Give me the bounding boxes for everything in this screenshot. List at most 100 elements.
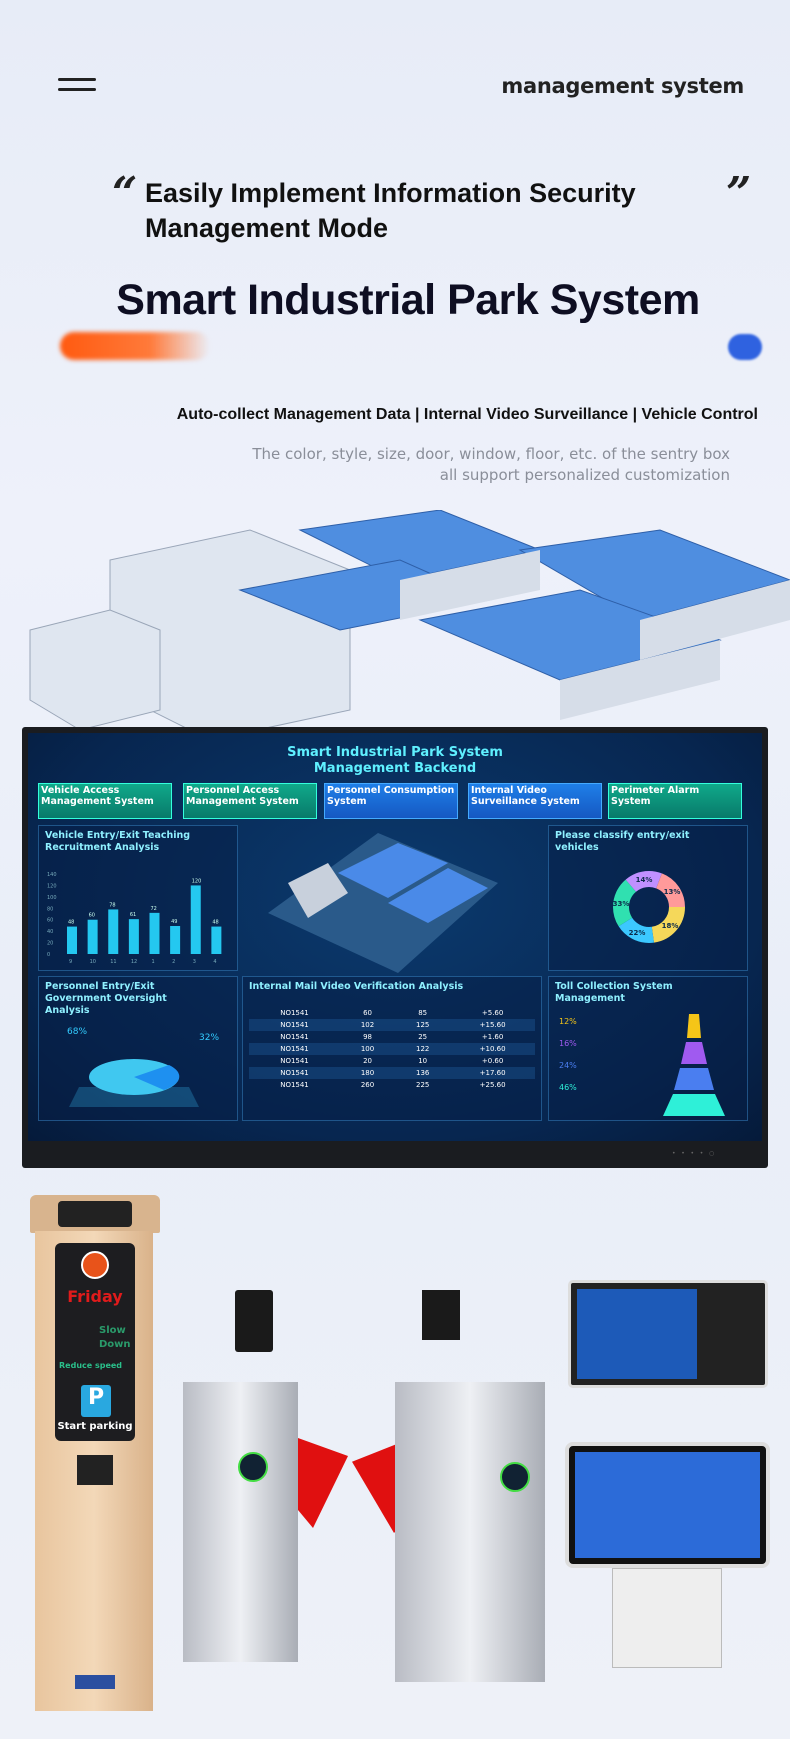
module-personnel-access[interactable]: Personnel Access Management System <box>183 783 317 819</box>
y-tick-label: 40 <box>47 929 53 935</box>
bar <box>149 912 160 954</box>
day-label: Friday <box>67 1287 123 1306</box>
table-cell: NO1541 <box>249 1043 340 1055</box>
toll-level-label: 12% <box>559 1017 577 1026</box>
bar <box>211 926 222 954</box>
table-cell: +25.60 <box>479 1081 506 1089</box>
bar-chart: 0 20 40 60 80 100 120 140 48 9 60 10 78 11 61 12 72 1 49 2 1… <box>47 872 222 965</box>
table-cell: +15.60 <box>450 1019 535 1031</box>
toll-cone-chart <box>663 1014 725 1116</box>
arrow-indicator-icon <box>500 1462 530 1492</box>
monitor-buttons[interactable]: • • • • ○ <box>672 1150 715 1157</box>
toll-level-label: 16% <box>559 1039 577 1048</box>
flap-barrier <box>298 1438 348 1528</box>
classify-panel: Please classify entry/exit vehicles 18% … <box>548 825 748 971</box>
table-cell: 98 <box>363 1033 372 1041</box>
features-line: Auto-collect Management Data | Internal … <box>176 406 758 423</box>
card-slot <box>75 1675 115 1689</box>
module-perimeter-alarm[interactable]: Perimeter Alarm System <box>608 783 742 819</box>
table-cell: 60 <box>363 1009 372 1017</box>
table-row: NO1541 60 85 +5.60 <box>249 1007 535 1019</box>
dashboard-screen: Smart Industrial Park System Management … <box>28 733 762 1141</box>
toll-panel: Toll Collection System Management 12% 16%… <box>548 976 748 1121</box>
table-cell: 100 <box>339 1043 396 1055</box>
donut-label: 14% <box>636 876 653 884</box>
customization-note: The color, style, size, door, window, fl… <box>252 444 730 486</box>
y-tick-label: 80 <box>47 906 53 912</box>
turnstile-left <box>183 1382 298 1662</box>
slow-label: Slow <box>99 1325 126 1336</box>
headline: Easily Implement Information Security Ma… <box>145 176 636 246</box>
module-vehicle-access[interactable]: Vehicle Access Management System <box>38 783 172 819</box>
brand-title: management system <box>501 74 744 98</box>
table-cell: 136 <box>395 1067 451 1079</box>
table-cell: +1.60 <box>481 1033 504 1041</box>
blue-accent <box>728 334 762 360</box>
table-cell: 102 <box>339 1019 396 1031</box>
internal-pct: 68% <box>67 1027 88 1037</box>
toll-level-label: 24% <box>559 1061 577 1070</box>
bar <box>128 919 139 954</box>
donut-segment <box>613 871 685 943</box>
park-3d-model <box>248 823 508 973</box>
bar <box>87 919 98 954</box>
camera-head <box>30 1195 160 1233</box>
kiosk-body: Friday Slow Down Reduce speed P Start pa… <box>35 1231 153 1711</box>
table-cell: 20 <box>363 1057 372 1065</box>
headline-line1: Easily Implement Information Security <box>145 178 636 208</box>
access-control-terminal <box>568 1280 768 1388</box>
panel-title: Please classify entry/exit vehicles <box>555 830 690 853</box>
y-tick-label: 100 <box>47 895 57 901</box>
table-cell: NO1541 <box>280 1009 309 1017</box>
table-row: NO1541 180 136 +17.60 <box>249 1067 535 1079</box>
donut-label: 33% <box>613 900 630 908</box>
donut-segment <box>613 871 685 943</box>
table-cell: 10 <box>418 1057 428 1065</box>
bar <box>170 926 181 954</box>
mail-video-panel: Internal Mail Video Verification Analysi… <box>242 976 542 1121</box>
module-video-surveillance[interactable]: Internal Video Surveillance System <box>468 783 602 819</box>
module-personnel-consumption[interactable]: Personnel Consumption System <box>324 783 458 819</box>
table-cell: NO1541 <box>280 1081 309 1089</box>
bar-value-label: 48 <box>68 920 74 926</box>
toll-legend: 12% 16% 24% 46% <box>559 1017 577 1105</box>
external-pct: 32% <box>199 1033 220 1043</box>
camera-icon <box>58 1201 132 1227</box>
note-line1: The color, style, size, door, window, fl… <box>252 445 730 463</box>
donut-chart: 18% 22% 33% 14% 13% <box>613 871 685 943</box>
parking-icon: P <box>81 1385 111 1417</box>
table-cell: 180 <box>339 1067 396 1079</box>
table-cell: 25 <box>418 1033 428 1041</box>
bar <box>67 926 77 954</box>
orange-accent <box>60 332 210 360</box>
table-cell: 125 <box>395 1019 451 1031</box>
table-cell: +5.60 <box>481 1009 504 1017</box>
table-cell: 225 <box>415 1081 430 1089</box>
parking-kiosk: Friday Slow Down Reduce speed P Start pa… <box>30 1195 160 1715</box>
bar-value-label: 120 <box>192 878 202 884</box>
start-parking-label: Start parking <box>57 1421 133 1432</box>
arrow-indicator-icon <box>238 1452 268 1482</box>
table-row: NO1541 20 10 +0.60 <box>249 1055 535 1067</box>
donut-label: 18% <box>662 922 679 930</box>
bar-value-label: 49 <box>171 919 177 925</box>
table-cell: 122 <box>395 1043 451 1055</box>
panel-title: Vehicle Entry/Exit Teaching Recruitment … <box>45 830 191 853</box>
hamburger-icon[interactable] <box>58 78 96 98</box>
y-tick-label: 60 <box>47 918 53 924</box>
table-cell: NO1541 <box>249 1019 340 1031</box>
table-cell: +17.60 <box>450 1067 535 1079</box>
x-tick-label: 11 <box>110 959 116 965</box>
x-tick-label: 1 <box>152 959 155 965</box>
kiosk-display: Friday Slow Down Reduce speed P Start pa… <box>55 1243 135 1441</box>
turnstile-right <box>395 1382 545 1682</box>
panel-title: Toll Collection System Management <box>555 981 673 1004</box>
toll-level-label: 46% <box>559 1083 577 1092</box>
x-tick-label: 2 <box>172 959 175 965</box>
bar-value-label: 61 <box>130 912 136 918</box>
reduce-speed-label: Reduce speed <box>59 1361 123 1370</box>
y-tick-label: 20 <box>47 941 53 947</box>
headline-line2: Management Mode <box>145 213 389 243</box>
quote-open-icon: “ <box>112 168 138 219</box>
panel-title: Personnel Entry/Exit Government Oversigh… <box>45 981 167 1016</box>
